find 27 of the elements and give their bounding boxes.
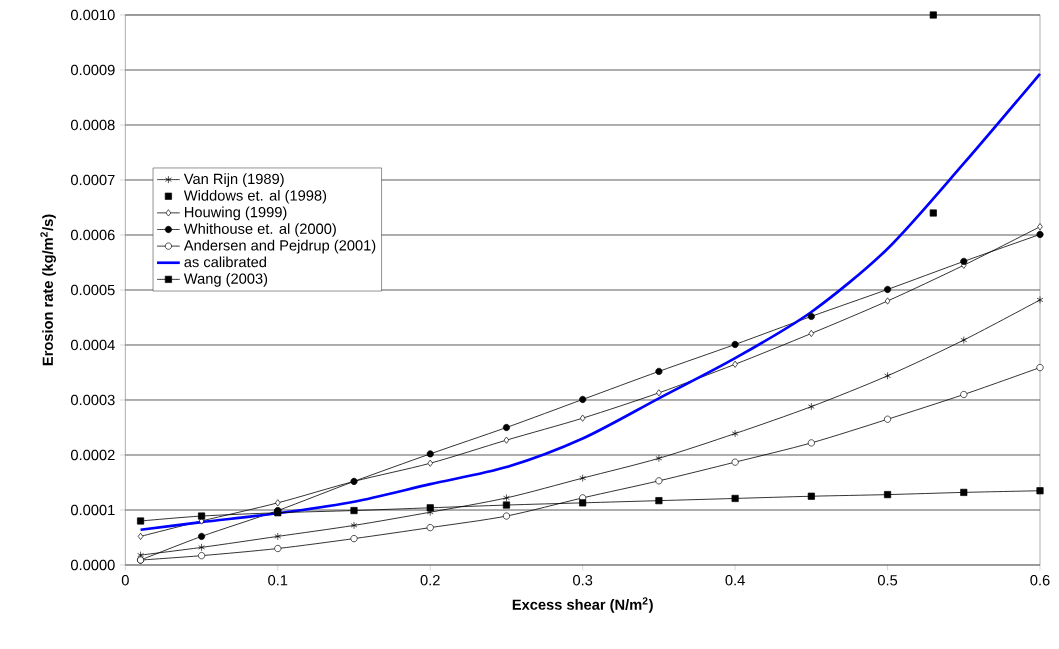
legend-label: Van Rijn (1989) xyxy=(183,173,284,187)
y-tick-label: 0.0009 xyxy=(70,64,115,76)
text: Erosion rate (kg/m$^{2}$/s) xyxy=(40,214,56,366)
x-tick-label: 0.3 xyxy=(573,575,593,586)
x-tick-label: 0.5 xyxy=(877,575,898,586)
legend-label: Houwing (1999) xyxy=(185,206,287,221)
legend-label: Widdows et. al (1998) xyxy=(183,189,327,204)
x-tick-label: 0 xyxy=(121,575,129,586)
legend-label: as calibrated xyxy=(184,256,266,268)
x-tick-label: 0.6 xyxy=(1030,575,1050,586)
x-tick-label: 0.4 xyxy=(725,575,745,586)
legend-label: Andersen and Pejdrup (2001) xyxy=(183,239,376,254)
text: Excess shear (N/m$^{2}$) xyxy=(512,597,653,613)
y-tick-label: 0.0001 xyxy=(70,504,115,516)
legend-label: Wang (2003) xyxy=(183,273,268,287)
y-tick-label: 0.0008 xyxy=(70,119,115,131)
y-tick-label: 0.0003 xyxy=(70,394,115,406)
x-tick-label: 0.2 xyxy=(420,575,440,586)
x-tick-label: 0.1 xyxy=(268,575,288,586)
y-tick-label: 0.0007 xyxy=(70,174,115,186)
y-tick-label: 0.0006 xyxy=(70,229,115,241)
y-tick-label: 0.0010 xyxy=(70,9,115,21)
legend-label: Whithouse et. al (2000) xyxy=(183,223,336,237)
y-tick-label: 0.0004 xyxy=(70,339,115,351)
y-tick-label: 0.0002 xyxy=(70,449,115,461)
y-tick-label: 0.0000 xyxy=(70,559,115,571)
y-tick-label: 0.0005 xyxy=(70,284,115,296)
